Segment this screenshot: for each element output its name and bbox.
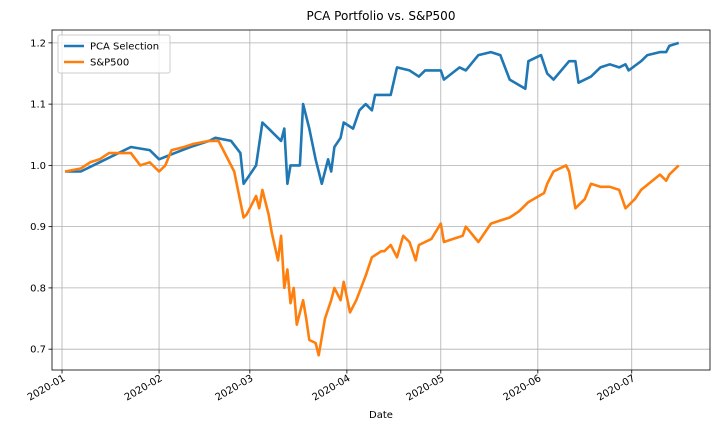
- x-tick-label: 2020-04: [311, 373, 353, 403]
- chart-title: PCA Portfolio vs. S&P500: [307, 9, 456, 23]
- series-line: [65, 41, 680, 186]
- y-tick-label: 1.0: [30, 161, 46, 172]
- plot-frame: [51, 29, 711, 371]
- x-tick-label: 2020-01: [26, 373, 68, 403]
- legend-label: S&P500: [90, 58, 129, 69]
- x-axis-label: Date: [369, 410, 393, 421]
- y-tick-label: 0.8: [30, 283, 46, 294]
- y-tick-label: 0.9: [30, 222, 46, 233]
- x-tick-label: 2020-05: [405, 373, 447, 403]
- y-tick-label: 1.2: [30, 38, 46, 49]
- x-tick-label: 2020-07: [596, 373, 638, 403]
- x-tick-label: 2020-02: [123, 373, 165, 403]
- x-tick-label: 2020-06: [502, 373, 544, 403]
- legend-box: [57, 34, 171, 74]
- legend-label: PCA Selection: [90, 42, 159, 53]
- series-line: [64, 139, 680, 357]
- y-tick-label: 1.1: [30, 100, 46, 111]
- y-tick-label: 0.7: [30, 345, 46, 356]
- x-tick-label: 2020-03: [214, 373, 256, 403]
